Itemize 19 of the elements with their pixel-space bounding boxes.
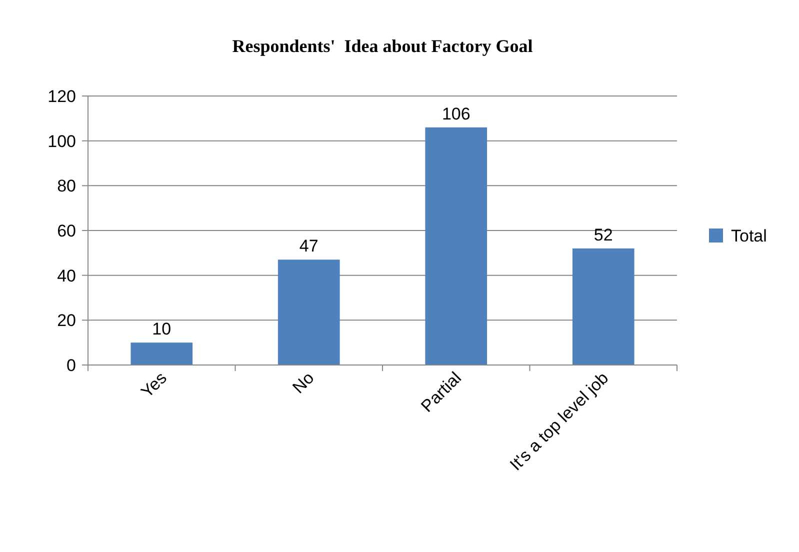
y-tick-label: 40	[57, 266, 76, 286]
chart-title: Respondents' Idea about Factory Goal	[232, 36, 533, 56]
y-tick-label: 20	[57, 311, 76, 330]
bar	[130, 342, 193, 365]
data-label: 10	[152, 320, 172, 339]
y-tick-label: 0	[66, 356, 76, 375]
x-tick-label: Yes	[137, 368, 170, 402]
bar	[425, 127, 488, 365]
legend-label: Total	[731, 226, 767, 246]
data-label: 52	[594, 225, 613, 244]
y-tick-label: 100	[48, 132, 76, 151]
bar	[278, 260, 340, 365]
y-tick-label: 120	[48, 86, 76, 106]
y-tick-label: 60	[57, 221, 76, 240]
data-label: 47	[299, 236, 318, 256]
bar	[572, 248, 634, 365]
data-label: 106	[442, 104, 470, 124]
x-tick-label: No	[288, 368, 318, 398]
y-tick-label: 80	[57, 176, 76, 196]
